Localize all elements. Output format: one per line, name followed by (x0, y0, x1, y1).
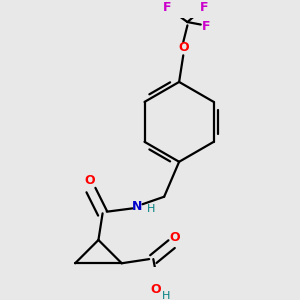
Text: O: O (151, 283, 161, 296)
Text: H: H (147, 204, 155, 214)
Text: O: O (178, 40, 189, 53)
Text: O: O (169, 231, 180, 244)
Text: O: O (84, 174, 94, 187)
Text: F: F (202, 20, 210, 33)
Text: F: F (200, 1, 208, 13)
Text: H: H (162, 291, 170, 300)
Text: F: F (162, 1, 171, 13)
Text: N: N (132, 200, 143, 213)
